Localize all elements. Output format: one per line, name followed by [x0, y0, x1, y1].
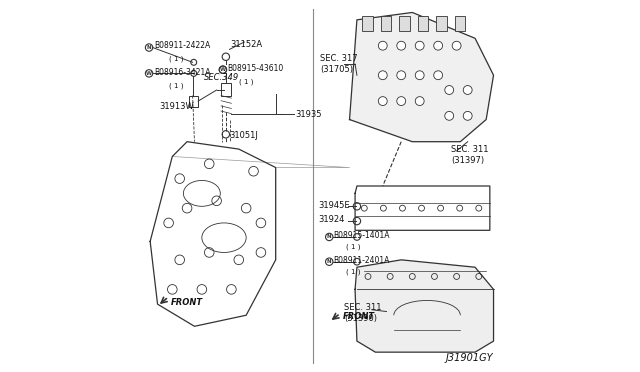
Text: SEC. 311: SEC. 311	[344, 303, 381, 312]
Text: SEC. 317: SEC. 317	[320, 54, 358, 63]
Bar	[436, 16, 447, 31]
Text: ( 1 ): ( 1 )	[168, 82, 183, 89]
Text: W: W	[220, 67, 226, 72]
Circle shape	[397, 41, 406, 50]
Text: N: N	[327, 259, 332, 264]
Bar	[189, 96, 198, 107]
Circle shape	[415, 71, 424, 80]
Circle shape	[415, 97, 424, 106]
Text: J31901GY: J31901GY	[446, 353, 493, 363]
Circle shape	[434, 41, 443, 50]
Text: 31051J: 31051J	[230, 131, 259, 140]
Text: ( 1 ): ( 1 )	[239, 78, 253, 85]
Circle shape	[378, 41, 387, 50]
Circle shape	[434, 71, 443, 80]
Circle shape	[415, 41, 424, 50]
Circle shape	[397, 97, 406, 106]
Bar	[221, 83, 232, 96]
Text: (31705): (31705)	[320, 65, 353, 74]
Bar	[418, 16, 428, 31]
Polygon shape	[349, 13, 493, 142]
Circle shape	[378, 97, 387, 106]
Text: N: N	[147, 45, 152, 50]
Text: FRONT: FRONT	[343, 312, 375, 321]
Circle shape	[445, 86, 454, 94]
Circle shape	[445, 112, 454, 120]
Text: ( 1 ): ( 1 )	[168, 55, 183, 62]
Text: (31390): (31390)	[344, 314, 377, 323]
Text: SEC.349: SEC.349	[204, 73, 239, 81]
Bar	[362, 16, 372, 31]
Text: ( 1 ): ( 1 )	[346, 269, 360, 275]
Text: B08911-2401A: B08911-2401A	[333, 256, 389, 265]
Text: 31935: 31935	[295, 109, 321, 119]
Text: 31945E: 31945E	[318, 201, 350, 210]
Bar	[381, 16, 391, 31]
Text: 31913W: 31913W	[159, 102, 194, 111]
Bar	[399, 16, 410, 31]
Circle shape	[378, 71, 387, 80]
Text: B08915-1401A: B08915-1401A	[333, 231, 389, 240]
Circle shape	[463, 112, 472, 120]
Circle shape	[463, 86, 472, 94]
Text: FRONT: FRONT	[170, 298, 203, 307]
Text: ( 1 ): ( 1 )	[346, 244, 360, 250]
Circle shape	[452, 41, 461, 50]
Text: SEC. 311: SEC. 311	[451, 145, 488, 154]
Text: N: N	[327, 234, 332, 240]
Text: B08915-43610: B08915-43610	[228, 64, 284, 73]
Text: B08911-2422A: B08911-2422A	[154, 41, 210, 50]
Text: W: W	[146, 71, 152, 76]
Text: B08916-3421A: B08916-3421A	[154, 68, 211, 77]
Bar	[455, 16, 465, 31]
Text: 31152A: 31152A	[230, 41, 263, 49]
Text: (31397): (31397)	[451, 155, 484, 165]
Text: 31924: 31924	[318, 215, 344, 224]
Polygon shape	[355, 260, 493, 352]
Circle shape	[397, 71, 406, 80]
